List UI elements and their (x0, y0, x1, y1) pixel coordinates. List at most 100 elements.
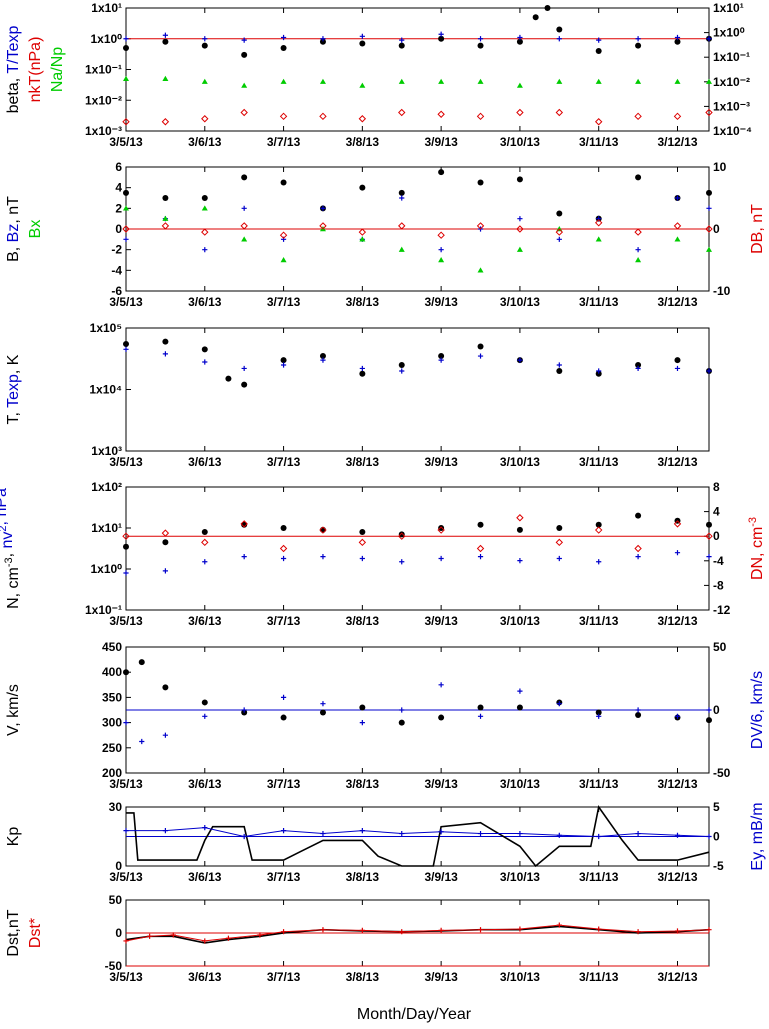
temp-point-t (162, 338, 169, 345)
density-right-tick-label: 0 (713, 529, 720, 543)
velocity-x-tick-label: 3/11/13 (579, 777, 619, 791)
temp-point-texp (202, 359, 208, 365)
bfield-point-db (594, 219, 603, 227)
dst-point-dst- (635, 929, 641, 935)
density-point-dn (319, 526, 327, 534)
beta-point-t-texp (320, 36, 326, 42)
density-point-nv2 (556, 555, 562, 562)
bfield-x-tick-label: 3/7/13 (267, 295, 301, 309)
density-point-n (162, 539, 169, 546)
density-point-n (516, 526, 523, 533)
density-point-nv2 (635, 554, 641, 560)
dst-x-tick-label: 3/10/13 (500, 970, 540, 984)
density-point-n (556, 525, 563, 531)
beta-point-beta (516, 38, 523, 45)
beta-point-beta (544, 5, 551, 11)
beta-point-t-texp (162, 32, 168, 38)
temp-point-texp (162, 351, 168, 357)
velocity-point-dv-6 (399, 707, 405, 713)
beta-point-nkt-npa- (705, 108, 713, 117)
temp-point-t (398, 362, 405, 369)
beta-point-beta (359, 40, 366, 47)
beta-point-t-texp (596, 37, 602, 43)
density-point-nv2 (241, 554, 247, 560)
temp-point-t (438, 353, 445, 360)
kp-point-ey (123, 828, 129, 834)
bfield-point-b (635, 174, 642, 181)
dst-point-dst- (257, 932, 263, 938)
dst-point-dst- (147, 933, 153, 939)
beta-left-tick-label: 1x10⁻² (85, 93, 122, 107)
beta-point-nkt-npa- (201, 115, 209, 123)
density-x-tick-label: 3/11/13 (579, 614, 619, 628)
bfield-left-tick-label: -4 (111, 263, 122, 277)
beta-panel-frame (125, 7, 710, 132)
beta-x-tick-label: 3/9/13 (424, 135, 458, 149)
beta-point-t-texp (123, 36, 129, 42)
kp-right-tick-label: -5 (713, 859, 724, 873)
beta-point-nkt-npa- (358, 115, 367, 123)
density-right-axis-label: DN, cm-3 (747, 517, 766, 580)
velocity-left-tick-label: 400 (102, 665, 122, 679)
bfield-x-tick-label: 3/5/13 (109, 295, 143, 309)
bfield-point-b (123, 189, 129, 196)
dst-point-dst- (280, 929, 287, 935)
bfield-point-bz (123, 236, 129, 242)
density-point-n (201, 528, 208, 535)
dst-point-dst- (170, 932, 176, 938)
velocity-point-dv-6 (477, 713, 484, 719)
beta-left-tick-label: 1x10¹ (91, 1, 122, 15)
density-right-tick-label: -8 (713, 578, 724, 592)
beta-point-nkt-npa- (555, 108, 564, 117)
bfield-point-db (673, 222, 682, 230)
temp-x-tick-label: 3/8/13 (346, 455, 380, 469)
bfield-left-tick-label: -2 (111, 243, 122, 257)
bfield-point-bx (241, 236, 248, 242)
dst-point-dst- (438, 927, 444, 933)
velocity-x-tick-label: 3/8/13 (346, 777, 380, 791)
temp-left-axis-label: T, Texp, K (5, 354, 22, 424)
beta-point-beta (595, 47, 602, 54)
density-left-tick-label: 1x10¹ (91, 521, 122, 535)
bfield-point-b (516, 176, 523, 183)
temp-point-texp (674, 365, 681, 372)
bfield-x-tick-label: 3/12/13 (657, 295, 697, 309)
density-x-tick-label: 3/6/13 (188, 614, 222, 628)
velocity-right-tick-label: -50 (713, 766, 731, 780)
beta-point-na-np (477, 78, 484, 84)
beta-right-tick-label: 1x10⁻⁴ (713, 124, 752, 138)
temp-left-tick-label: 1x10⁵ (90, 321, 122, 335)
velocity-point-dv-6 (517, 688, 523, 694)
dst-point-dst- (123, 938, 129, 944)
kp-x-tick-label: 3/10/13 (500, 870, 540, 884)
temp-point-texp (477, 353, 484, 359)
kp-series-ey-line (126, 827, 710, 838)
beta-point-na-np (241, 82, 248, 88)
temp-point-texp (123, 346, 129, 352)
beta-x-tick-label: 3/12/13 (657, 135, 697, 149)
kp-point-ey (280, 828, 287, 834)
kp-x-tick-label: 3/6/13 (188, 870, 222, 884)
density-x-tick-label: 3/5/13 (109, 614, 143, 628)
beta-point-beta (477, 42, 484, 49)
bfield-point-bz (438, 247, 444, 253)
beta-point-nkt-npa- (634, 112, 642, 121)
temp-x-tick-label: 3/9/13 (424, 455, 458, 469)
density-point-dn (161, 529, 170, 537)
dst-point-dst- (517, 926, 523, 932)
density-point-n (319, 526, 326, 533)
temp-x-tick-label: 3/12/13 (657, 455, 697, 469)
density-point-dn (476, 544, 485, 553)
bfield-point-bx (280, 257, 287, 263)
dst-point-dst- (202, 938, 208, 944)
beta-point-beta (319, 38, 326, 45)
velocity-point-v (201, 699, 208, 706)
density-panel-frame (125, 486, 710, 611)
temp-point-texp (596, 368, 602, 374)
bfield-x-tick-label: 3/9/13 (424, 295, 458, 309)
density-point-dn (201, 538, 209, 547)
temp-point-texp (241, 365, 247, 372)
temp-point-texp (438, 357, 444, 363)
kp-point-ey (202, 825, 208, 831)
